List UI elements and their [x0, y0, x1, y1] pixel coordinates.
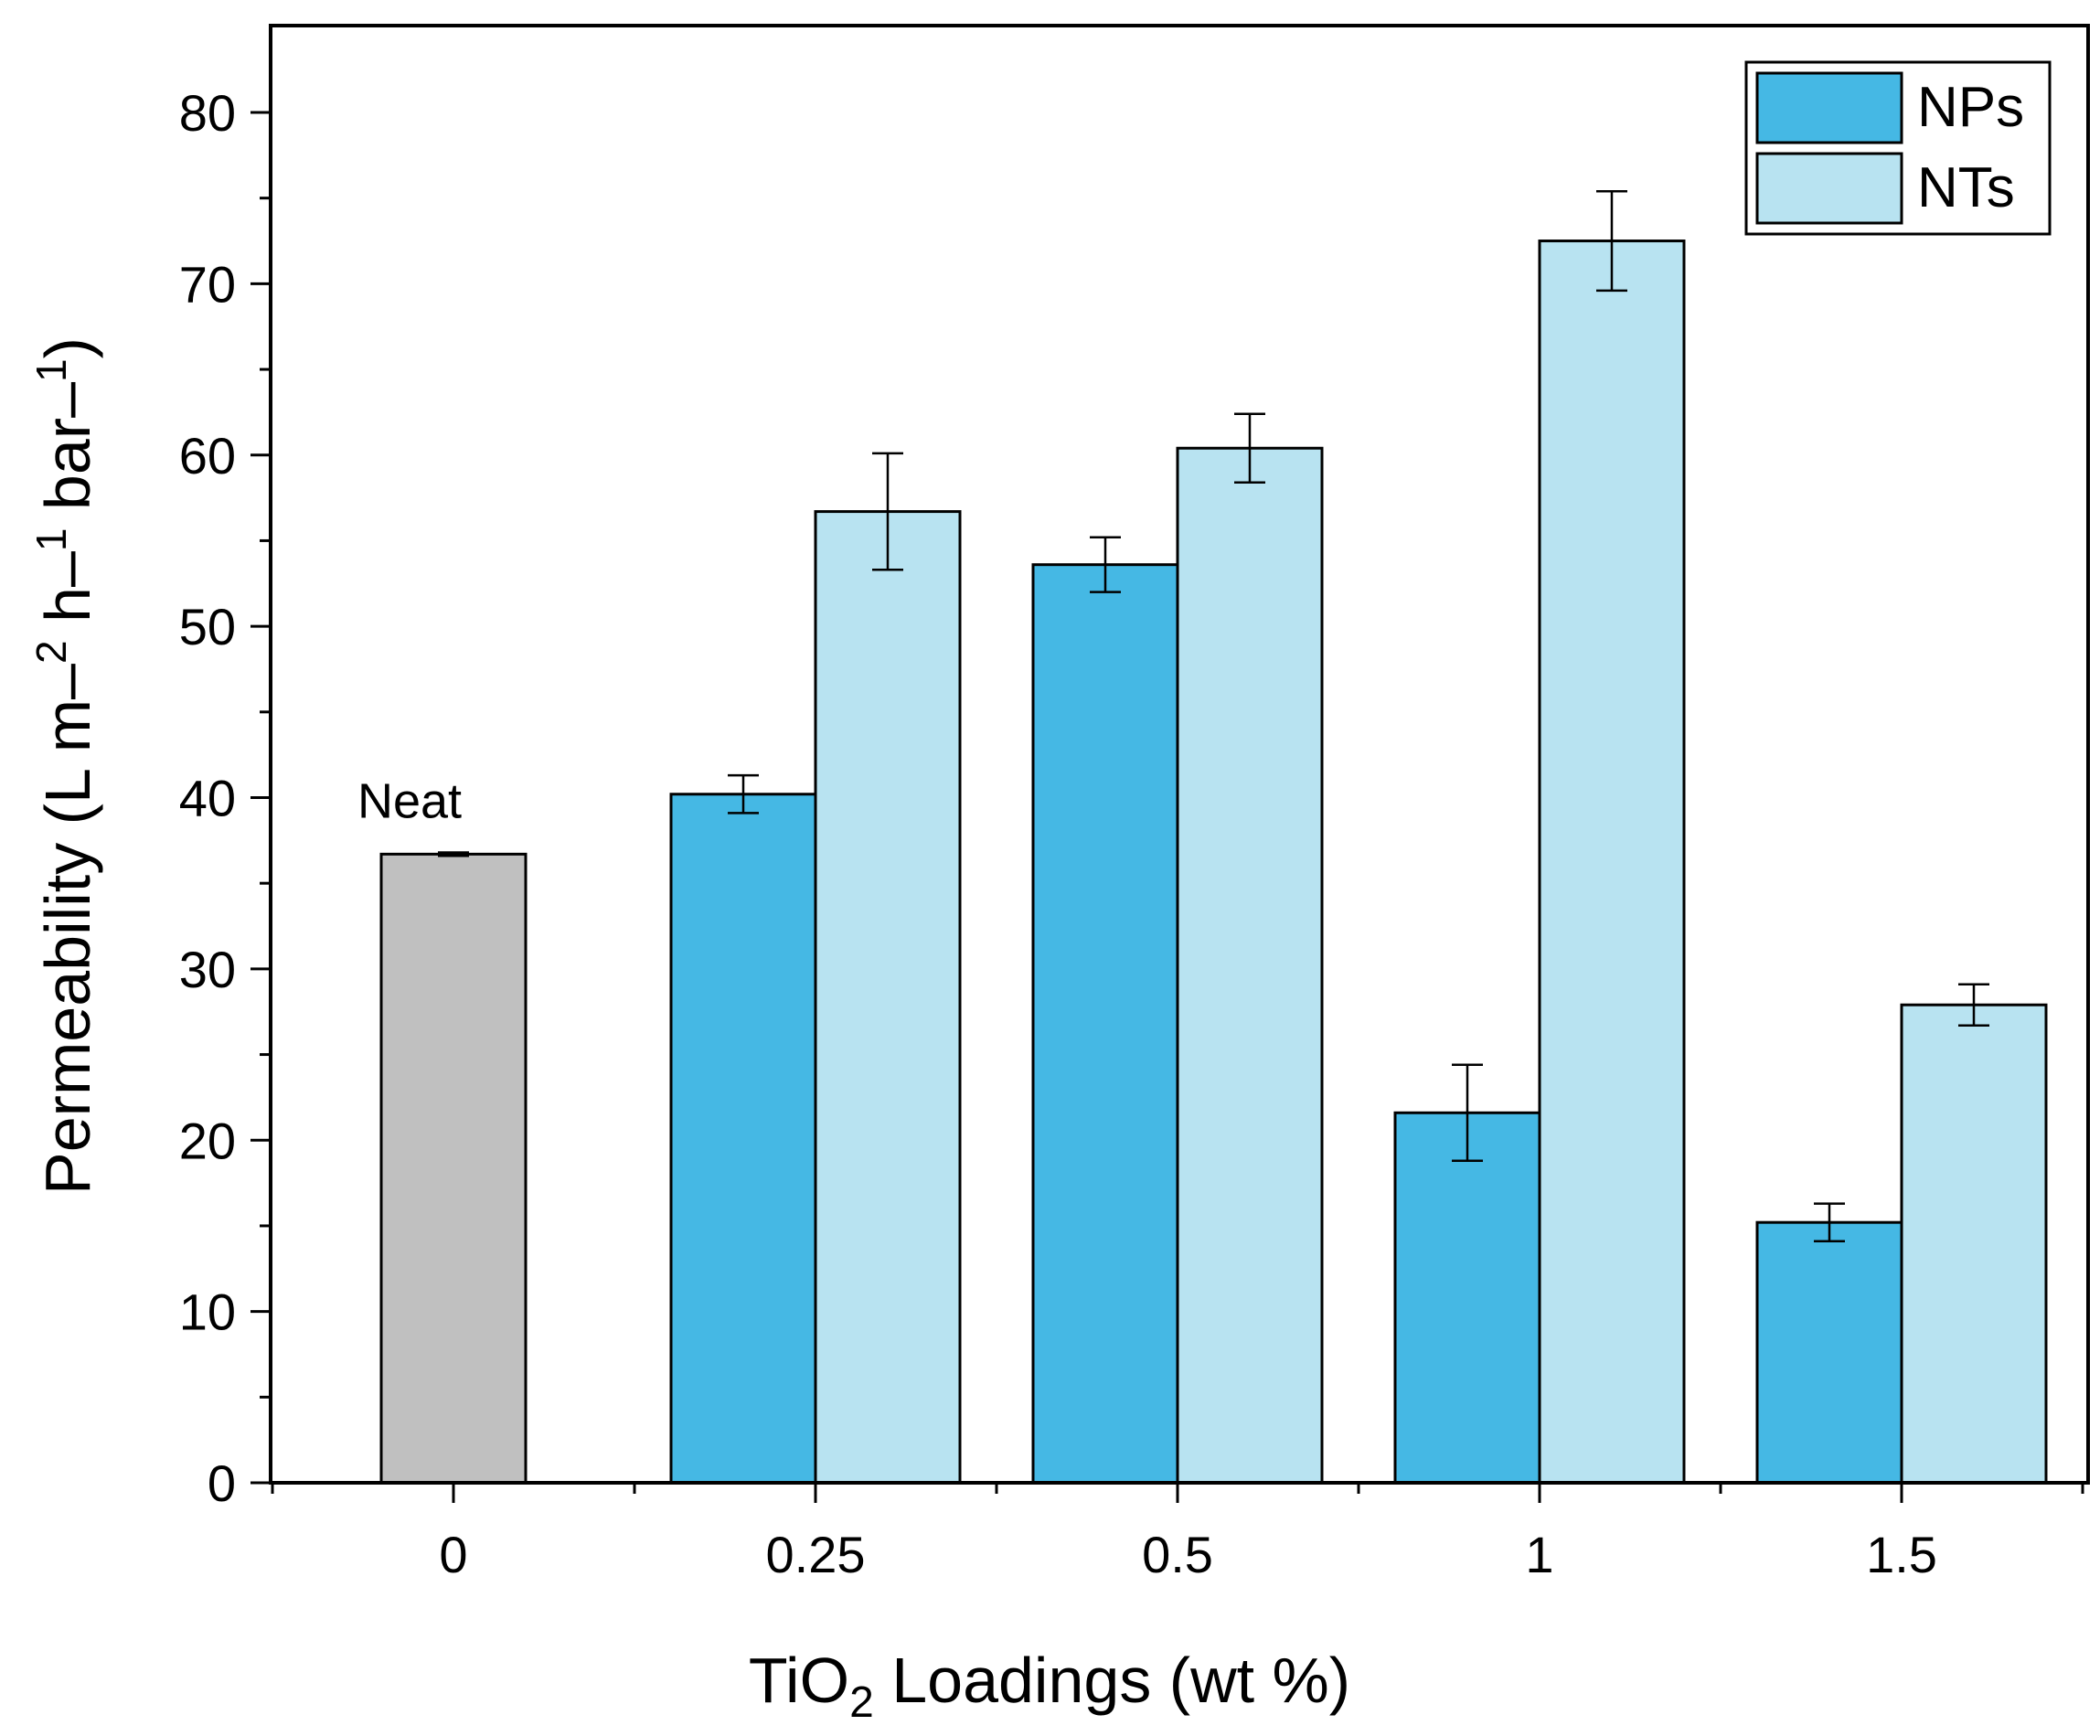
y-tick-label: 50 [179, 598, 236, 655]
legend-label-nps: NPs [1917, 76, 2024, 139]
bar-nts-0.25 [814, 510, 962, 1485]
error-bar-nts-1 [1596, 189, 1627, 293]
error-bar-nts-0.25 [872, 452, 903, 571]
y-tick-label: 0 [208, 1454, 236, 1512]
y-axis-title-part2: h– [32, 551, 103, 640]
y-axis: 0 10 20 30 40 50 60 70 80 [179, 84, 271, 1512]
x-axis-title-suffix: Loadings (wt %) [874, 1645, 1350, 1716]
y-axis-title-part4: ) [32, 337, 103, 358]
bar-nps-1 [1393, 1111, 1541, 1485]
y-tick-label: 10 [179, 1283, 236, 1341]
y-axis-title: Permeability (L m–2 h–1 bar–1) [27, 337, 103, 1195]
error-bar-neat [438, 851, 469, 857]
y-axis-title-sup3: 1 [27, 358, 75, 382]
y-tick-label: 60 [179, 427, 236, 485]
x-tick-label: 1.5 [1866, 1526, 1937, 1583]
bar-nps-0.5 [1031, 563, 1179, 1485]
x-axis: 0 0.25 0.5 1 1.5 [271, 1483, 2084, 1583]
error-bar-nps-1 [1452, 1063, 1483, 1162]
y-axis-title-sup2: 1 [27, 528, 75, 552]
x-tick-label: 0.25 [766, 1526, 866, 1583]
y-tick-label: 70 [179, 255, 236, 313]
legend-label-nts: NTs [1917, 156, 2015, 219]
y-axis-title-part1: Permeability (L m– [32, 664, 103, 1195]
plot-frame [269, 24, 2090, 1485]
bar-nts-0.5 [1176, 446, 1324, 1485]
y-tick-label: 20 [179, 1112, 236, 1169]
y-tick-label: 30 [179, 941, 236, 998]
bar-nts-1 [1538, 240, 1686, 1485]
neat-label: Neat [357, 773, 462, 828]
legend-swatch-nts [1755, 152, 1903, 225]
x-tick-label: 1 [1525, 1526, 1553, 1583]
y-tick-label: 40 [179, 770, 236, 827]
bar-nps-1.5 [1755, 1220, 1903, 1485]
bars-layer [379, 240, 2048, 1485]
y-axis-title-part3: bar– [32, 382, 103, 528]
x-axis-title-subscript: 2 [849, 1678, 874, 1727]
x-axis-title-prefix: TiO [749, 1645, 849, 1716]
bar-neat [379, 852, 528, 1485]
bar-nps-0.25 [669, 793, 817, 1485]
error-bar-nps-0.25 [728, 773, 759, 815]
error-bar-nps-0.5 [1090, 536, 1121, 593]
x-tick-label: 0.5 [1142, 1526, 1213, 1583]
legend-swatch-nps [1755, 71, 1903, 144]
bar-nts-1.5 [1900, 1003, 2048, 1485]
error-bar-nts-0.5 [1234, 412, 1265, 484]
error-bars-layer [438, 189, 1989, 1243]
y-axis-title-sup1: 2 [27, 640, 75, 664]
y-tick-label: 80 [179, 84, 236, 142]
x-axis-title: TiO2 Loadings (wt %) [749, 1645, 1350, 1727]
error-bar-nts-1.5 [1958, 983, 1989, 1027]
legend: NPs NTs [1744, 60, 2052, 236]
error-bar-nps-1.5 [1814, 1202, 1845, 1243]
x-tick-label: 0 [439, 1526, 467, 1583]
